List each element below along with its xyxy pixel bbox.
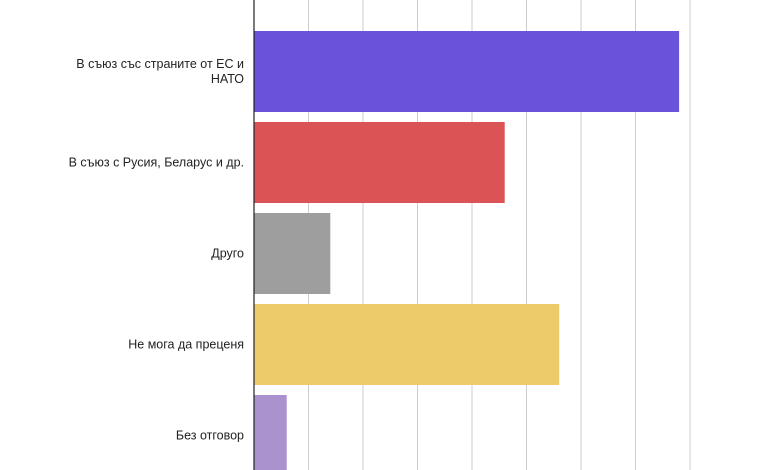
category-label-line: Не мога да преценя	[128, 338, 244, 352]
bar	[254, 213, 331, 294]
category-label-line: В съюз с Русия, Беларус и др.	[69, 156, 244, 170]
bar	[254, 122, 505, 203]
category-labels: В съюз със страните от ЕС и НАТО В съюз с …	[69, 57, 245, 443]
bar	[254, 304, 560, 385]
category-label: В съюз със страните от ЕС и НАТО	[76, 57, 244, 86]
category-label: Друго	[211, 247, 244, 261]
category-label: Не мога да преценя	[128, 338, 244, 352]
bar	[254, 31, 680, 112]
category-label-line: Друго	[211, 247, 244, 261]
bar	[254, 395, 287, 470]
category-label: Без отговор	[176, 429, 244, 443]
category-label-line: НАТО	[211, 72, 244, 86]
category-label: В съюз с Русия, Беларус и др.	[69, 156, 244, 170]
bars	[254, 31, 680, 470]
category-label-line: Без отговор	[176, 429, 244, 443]
category-label-line: В съюз със страните от ЕС и	[76, 57, 244, 71]
